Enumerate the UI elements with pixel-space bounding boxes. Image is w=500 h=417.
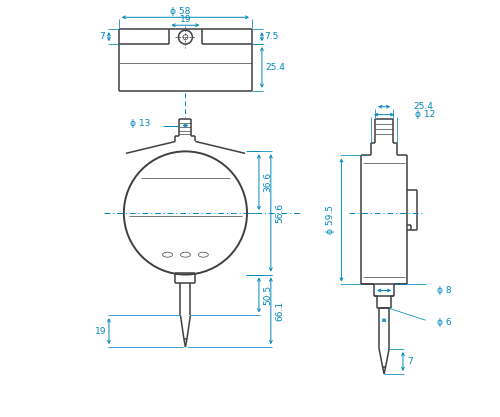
Text: 50.5: 50.5 bbox=[264, 285, 272, 305]
Text: 19: 19 bbox=[180, 15, 191, 24]
Text: ϕ 12: ϕ 12 bbox=[415, 110, 435, 119]
Text: 7: 7 bbox=[99, 32, 105, 41]
Text: 7.5: 7.5 bbox=[264, 32, 279, 41]
Text: 19: 19 bbox=[95, 327, 106, 336]
Text: ϕ 13: ϕ 13 bbox=[130, 119, 150, 128]
Text: ϕ 59.5: ϕ 59.5 bbox=[326, 206, 335, 234]
Text: ϕ 58: ϕ 58 bbox=[170, 7, 190, 16]
Text: ϕ 6: ϕ 6 bbox=[436, 318, 452, 327]
Text: ϕ 8: ϕ 8 bbox=[436, 286, 452, 295]
Text: 36.6: 36.6 bbox=[264, 172, 272, 192]
Text: 25.4: 25.4 bbox=[265, 63, 285, 72]
Text: 25.4: 25.4 bbox=[413, 102, 433, 111]
Text: 7: 7 bbox=[407, 357, 413, 366]
Text: 56.6: 56.6 bbox=[276, 203, 284, 223]
Text: 66.1: 66.1 bbox=[276, 301, 284, 321]
